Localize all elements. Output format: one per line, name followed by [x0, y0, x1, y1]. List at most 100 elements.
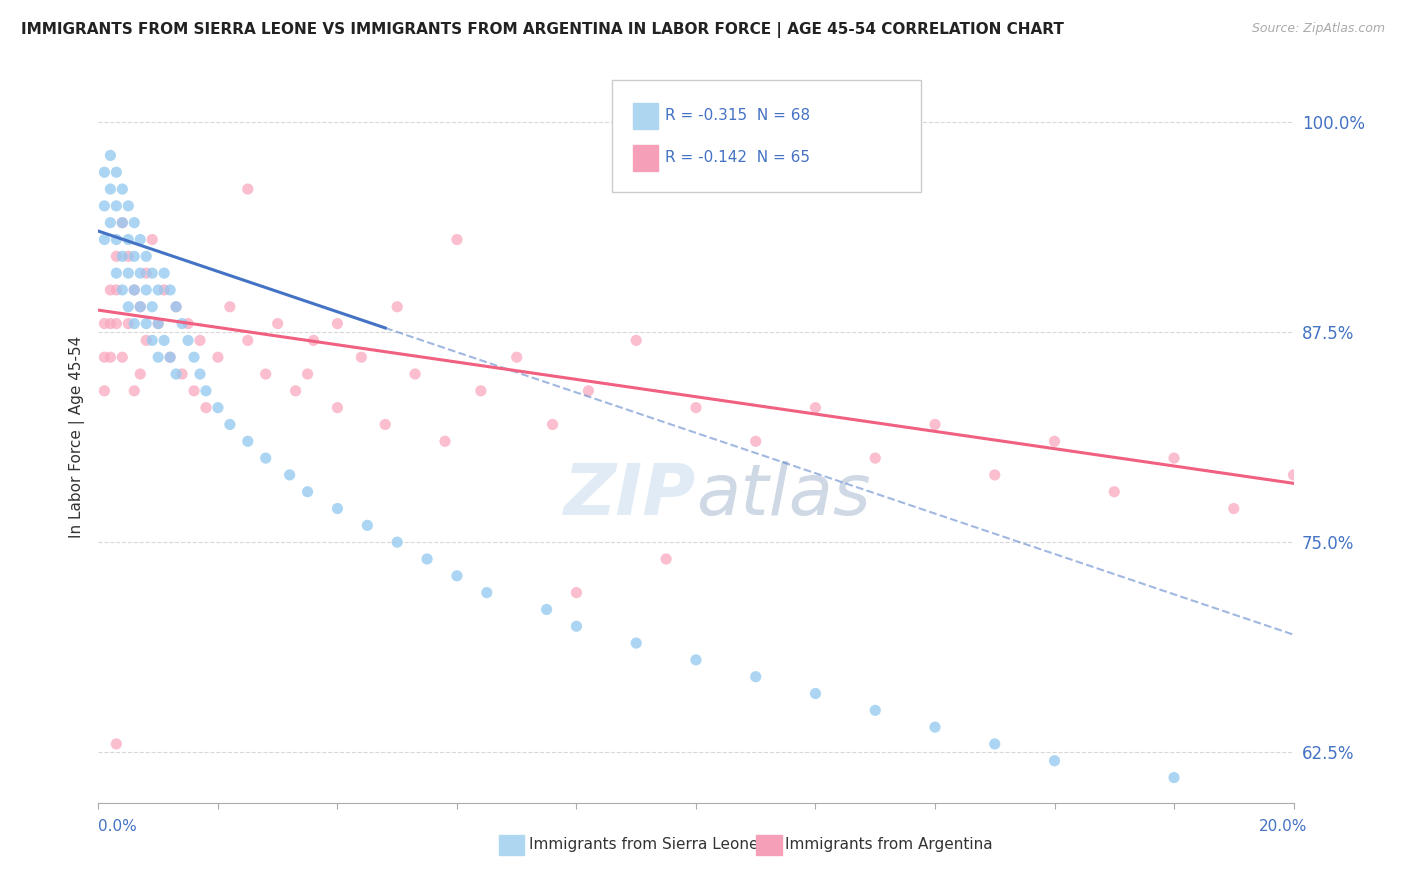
Point: [141, 266, 163, 280]
Point: [745, 670, 768, 684]
Point: [356, 518, 378, 533]
Point: [98, 148, 122, 162]
Point: [105, 283, 128, 297]
Point: [804, 401, 827, 415]
Point: [98, 350, 122, 364]
Point: [297, 484, 319, 499]
Point: [1282, 467, 1305, 482]
Point: [93, 384, 115, 398]
Point: [626, 636, 648, 650]
Point: [111, 249, 134, 263]
Point: [536, 602, 558, 616]
Point: [254, 451, 277, 466]
Text: 0.0%: 0.0%: [98, 820, 138, 834]
Point: [578, 384, 600, 398]
Point: [124, 384, 146, 398]
Point: [105, 233, 128, 247]
Point: [326, 317, 349, 331]
Point: [924, 720, 946, 734]
Text: IMMIGRANTS FROM SIERRA LEONE VS IMMIGRANTS FROM ARGENTINA IN LABOR FORCE | AGE 4: IMMIGRANTS FROM SIERRA LEONE VS IMMIGRAN…: [21, 22, 1064, 38]
Point: [111, 283, 134, 297]
Point: [129, 367, 152, 381]
Y-axis label: In Labor Force | Age 45-54: In Labor Force | Age 45-54: [69, 336, 84, 538]
Point: [141, 300, 163, 314]
Point: [93, 165, 115, 179]
Point: [141, 233, 163, 247]
Point: [506, 350, 529, 364]
Point: [165, 300, 187, 314]
Point: [124, 317, 146, 331]
Point: [236, 334, 259, 348]
Point: [267, 317, 290, 331]
Point: [541, 417, 564, 432]
Point: [159, 350, 181, 364]
Point: [117, 266, 139, 280]
Point: [129, 233, 152, 247]
Point: [148, 317, 170, 331]
Point: [141, 334, 163, 348]
Point: [278, 467, 301, 482]
Point: [446, 233, 468, 247]
Point: [183, 384, 205, 398]
Point: [302, 334, 325, 348]
Point: [350, 350, 373, 364]
Text: R = -0.142  N = 65: R = -0.142 N = 65: [665, 151, 810, 165]
Point: [135, 317, 157, 331]
Point: [1043, 754, 1066, 768]
Point: [135, 334, 157, 348]
Point: [470, 384, 492, 398]
Point: [984, 467, 1007, 482]
Point: [177, 334, 200, 348]
Point: [117, 233, 139, 247]
Point: [236, 434, 259, 449]
Point: [446, 569, 468, 583]
Point: [655, 552, 678, 566]
Point: [626, 334, 648, 348]
Point: [1043, 434, 1066, 449]
Point: [984, 737, 1007, 751]
Point: [475, 585, 498, 599]
Point: [374, 417, 396, 432]
Text: Immigrants from Argentina: Immigrants from Argentina: [785, 838, 993, 852]
Text: ZIP: ZIP: [564, 461, 696, 530]
Point: [165, 367, 187, 381]
Point: [159, 350, 181, 364]
Point: [105, 199, 128, 213]
Point: [124, 283, 146, 297]
Point: [105, 317, 128, 331]
Point: [111, 216, 134, 230]
Point: [105, 266, 128, 280]
Point: [135, 266, 157, 280]
Point: [148, 350, 170, 364]
Point: [183, 350, 205, 364]
Point: [129, 300, 152, 314]
Point: [98, 317, 122, 331]
Point: [1163, 771, 1185, 785]
Point: [195, 401, 218, 415]
Point: [326, 401, 349, 415]
Point: [434, 434, 457, 449]
Point: [153, 266, 176, 280]
Point: [124, 216, 146, 230]
Point: [865, 703, 887, 717]
Point: [98, 216, 122, 230]
Point: [219, 300, 242, 314]
Point: [385, 535, 409, 549]
Point: [111, 350, 134, 364]
Point: [254, 367, 277, 381]
Point: [111, 216, 134, 230]
Point: [188, 334, 211, 348]
Point: [188, 367, 211, 381]
Point: [93, 350, 115, 364]
Point: [124, 249, 146, 263]
Point: [1163, 451, 1185, 466]
Point: [111, 182, 134, 196]
Point: [93, 233, 115, 247]
Point: [117, 317, 139, 331]
Point: [385, 300, 409, 314]
Text: atlas: atlas: [696, 461, 870, 530]
Point: [565, 585, 588, 599]
Point: [865, 451, 887, 466]
Point: [195, 384, 218, 398]
Point: [1104, 484, 1126, 499]
